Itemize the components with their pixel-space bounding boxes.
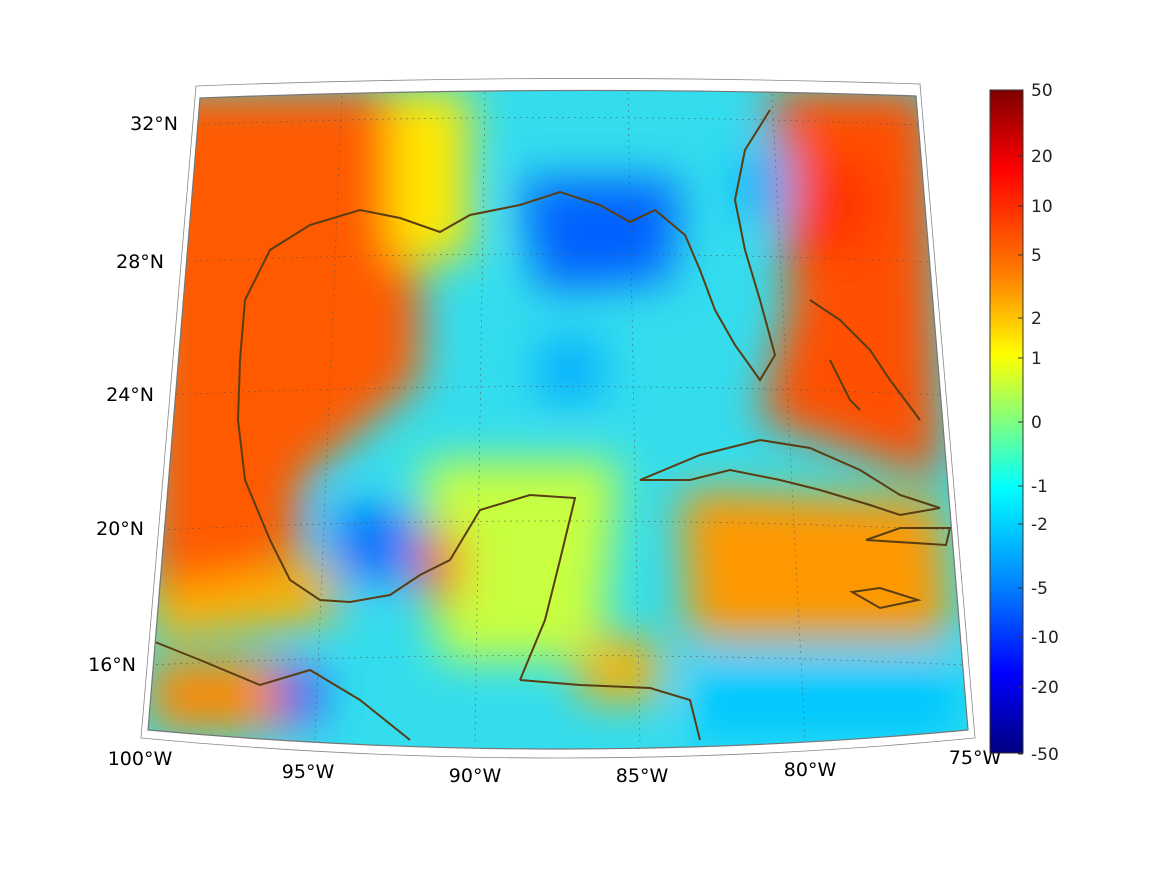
lon-label-90: 90°W [449,765,502,787]
colorbar-tick-label: 5 [1031,246,1042,266]
colorbar-tick-label: -50 [1031,745,1059,765]
colorbar-tick-label: -10 [1031,628,1059,648]
colorbar-tick-label: 1 [1031,349,1042,369]
lat-label-16: 16°N [88,654,136,676]
map-frame-outer [140,78,976,759]
gulf-coast-line [239,109,777,382]
coastlines [149,109,952,741]
colorbar-tick-label: 10 [1031,197,1053,217]
lon-label-100: 100°W [108,748,173,770]
lat-labels: 32°N 28°N 24°N 20°N 16°N [88,113,178,676]
colorbar-tick-label: 0 [1031,413,1042,433]
colorbar-tick-label: -20 [1031,678,1059,698]
map-frame [147,89,969,750]
central-america-line [519,679,701,741]
graticule [149,91,965,746]
lon-labels: 100°W 95°W 90°W 85°W 80°W 75°W [108,747,1002,787]
pacific-coast-line [149,639,411,741]
colorbar-tick-label: 20 [1031,147,1053,167]
heatmap-field [148,90,968,749]
lat-label-24: 24°N [106,384,154,406]
lat-label-28: 28°N [116,251,164,273]
hispaniola-outline [865,527,952,547]
lon-label-80: 80°W [784,759,837,781]
colorbar-tick-label: 2 [1031,309,1042,329]
jamaica-outline [848,586,922,610]
lat-label-20: 20°N [96,518,144,540]
colorbar-tick-label: -5 [1031,579,1048,599]
lon-label-75: 75°W [949,747,1002,769]
lon-label-85: 85°W [616,765,669,787]
cuba-outline [639,438,941,517]
bahamas-outline [809,299,921,421]
lat-label-32: 32°N [130,113,178,135]
colorbar-tick-label: 50 [1031,81,1053,101]
lon-label-95: 95°W [282,761,335,783]
mexico-coast-line [236,359,577,681]
colorbar-tick-label: -2 [1031,515,1048,535]
colorbar [989,89,1024,754]
colorbar-tick-label: -1 [1031,477,1048,497]
